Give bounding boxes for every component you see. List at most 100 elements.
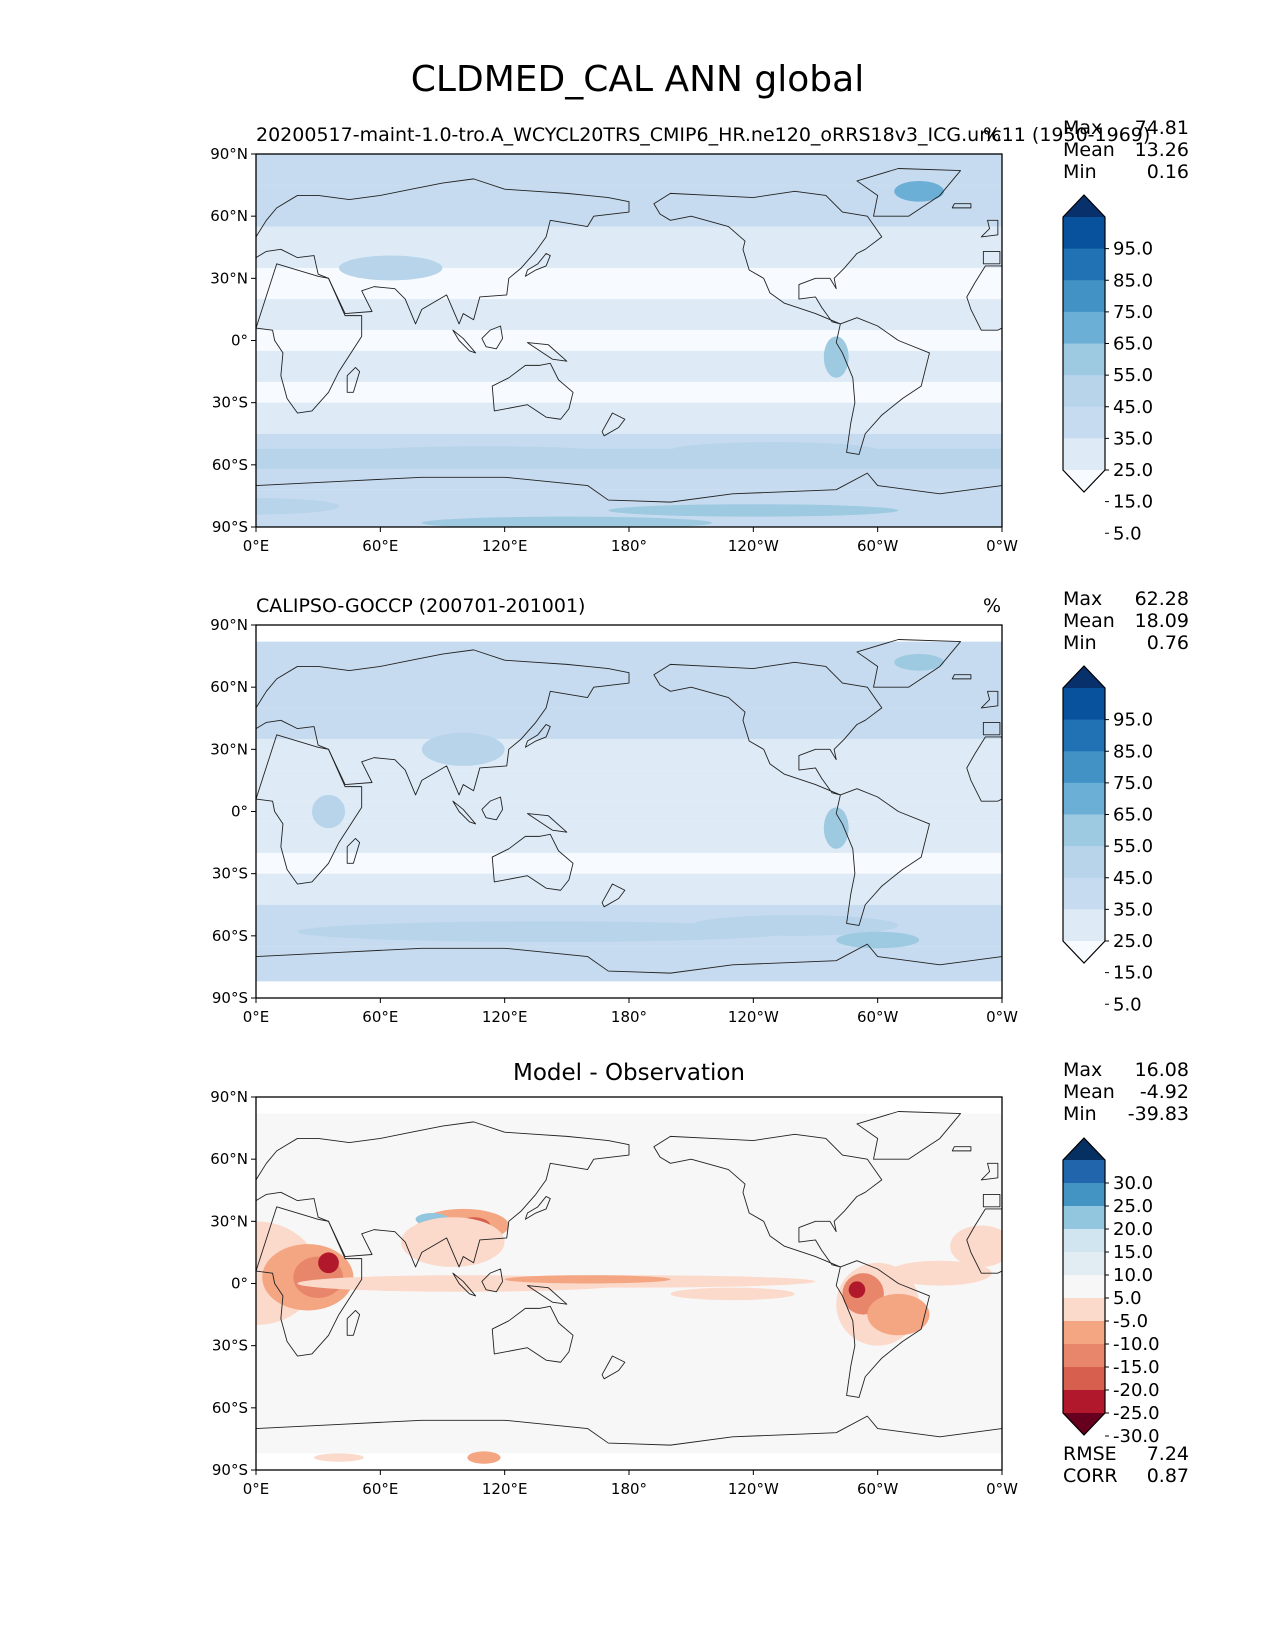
lat-tick-label: 0° bbox=[231, 803, 248, 821]
lat-tick-label: 30°S bbox=[212, 1337, 248, 1355]
lon-tick-label: 0°E bbox=[243, 1480, 270, 1498]
contour-feature bbox=[338, 446, 629, 463]
colorbar-label: 15.0 bbox=[1113, 1242, 1153, 1263]
contour-band bbox=[256, 852, 1002, 874]
diff-stats: Max 16.08 Mean -4.92 Min -39.83 bbox=[1063, 1059, 1189, 1125]
lon-tick-label: 60°E bbox=[362, 1480, 398, 1498]
coastline bbox=[481, 1268, 504, 1293]
contour-band bbox=[256, 350, 1002, 382]
coastlines bbox=[256, 168, 1002, 527]
model-units-label: % bbox=[983, 124, 1002, 146]
obs-units-label: % bbox=[983, 595, 1002, 617]
contour-feature bbox=[848, 1281, 866, 1299]
coastline bbox=[601, 883, 626, 908]
colorbar-extension-bottom bbox=[1063, 941, 1105, 963]
colorbar-extension-top bbox=[1063, 1138, 1105, 1160]
diff-metric-rmse: RMSE 7.24 bbox=[1063, 1443, 1189, 1465]
model-stat-max: Max 74.81 bbox=[1063, 117, 1189, 139]
lon-tick-label: 120°E bbox=[482, 537, 528, 555]
lon-tick-label: 60°E bbox=[362, 1008, 398, 1026]
lon-tick-label: 60°E bbox=[362, 537, 398, 555]
coastline bbox=[256, 472, 1002, 527]
lat-tick-label: 30°N bbox=[210, 740, 248, 758]
coastline bbox=[256, 263, 363, 414]
obs-stat-max: Max 62.28 bbox=[1063, 588, 1189, 610]
diff-metric-corr: CORR 0.87 bbox=[1063, 1465, 1189, 1487]
lat-tick-label: 60°S bbox=[212, 456, 248, 474]
contour-band bbox=[256, 801, 1002, 822]
coastline bbox=[452, 1272, 477, 1297]
lat-tick-label: 90°N bbox=[210, 145, 248, 163]
colorbar-label: 95.0 bbox=[1113, 710, 1153, 731]
contour-band bbox=[256, 154, 1002, 186]
coastline bbox=[491, 1305, 574, 1363]
lon-tick-label: 0°W bbox=[986, 537, 1018, 555]
colorbar-extension-top bbox=[1063, 195, 1105, 217]
lat-tick-label: 60°N bbox=[210, 678, 248, 696]
colorbar-segment bbox=[1063, 1229, 1105, 1253]
lat-tick-label: 30°S bbox=[212, 865, 248, 883]
contour-feature bbox=[894, 180, 944, 202]
contour-band bbox=[256, 770, 1002, 802]
colorbar-label: 20.0 bbox=[1113, 1219, 1153, 1240]
missing-data-north bbox=[256, 625, 1002, 642]
lon-tick-label: 120°E bbox=[482, 1008, 528, 1026]
contour-feature bbox=[311, 794, 346, 829]
contour-feature bbox=[318, 1252, 339, 1274]
colorbar-label: 5.0 bbox=[1113, 1288, 1142, 1309]
diff-panel: Model - Observation Max 16.08 Mean -4.92 M… bbox=[0, 0, 1275, 1487]
colorbar-extension-bottom bbox=[1063, 1413, 1105, 1435]
lon-tick-label: 120°W bbox=[728, 1008, 779, 1026]
coastline bbox=[346, 837, 361, 864]
model-stat-min: Min 0.16 bbox=[1063, 161, 1189, 183]
lat-tick-label: 60°S bbox=[212, 1399, 248, 1417]
colorbar-label: 25.0 bbox=[1113, 931, 1153, 952]
colorbar-segment bbox=[1063, 1183, 1105, 1207]
coastline bbox=[256, 1415, 1002, 1470]
contour-feature bbox=[670, 1287, 795, 1301]
obs-panel-title: CALIPSO-GOCCP (200701-201001) bbox=[256, 595, 586, 617]
coastline bbox=[835, 1260, 930, 1398]
colorbar-segment bbox=[1063, 1298, 1105, 1322]
colorbar-label: 35.0 bbox=[1113, 428, 1153, 449]
lon-tick-label: 120°W bbox=[728, 1480, 779, 1498]
contour-band bbox=[256, 381, 1002, 403]
coastline bbox=[982, 1193, 1001, 1208]
coastline bbox=[653, 190, 883, 325]
diff-metrics: RMSE 7.24 CORR 0.87 bbox=[1063, 1443, 1189, 1487]
model-stats: Max 74.81 Mean 13.26 Min 0.16 bbox=[1063, 117, 1189, 183]
lat-tick-label: 90°S bbox=[212, 989, 248, 1007]
lon-tick-label: 60°W bbox=[857, 537, 899, 555]
coastline bbox=[951, 203, 972, 209]
contour-feature bbox=[608, 504, 899, 517]
diff-panel-title: Model - Observation bbox=[512, 1060, 746, 1086]
contour-band bbox=[256, 299, 1002, 331]
contour-band bbox=[256, 821, 1002, 853]
colorbar-label: 15.0 bbox=[1113, 492, 1153, 513]
colorbar-segment bbox=[1063, 1321, 1105, 1345]
colorbar-1: 95.0 85.0 75.0 65.0 55.0 45.0 35.0 25.0 15.0 5.0 bbox=[1062, 665, 1153, 1015]
coastlines bbox=[256, 639, 1002, 998]
contour-feature bbox=[867, 1293, 930, 1336]
lat-tick-label: 90°N bbox=[210, 616, 248, 634]
colorbar-label: -10.0 bbox=[1113, 1334, 1160, 1355]
contour-feature bbox=[256, 497, 339, 515]
colorbar-segment bbox=[1063, 248, 1105, 281]
coastline bbox=[527, 813, 568, 833]
obs-stats: Max 62.28 Mean 18.09 Min 0.76 bbox=[1063, 588, 1189, 654]
colorbar-segment bbox=[1063, 877, 1105, 910]
lat-tick-label: 0° bbox=[231, 332, 248, 350]
coastline bbox=[491, 833, 574, 891]
contour-feature bbox=[297, 921, 795, 943]
colorbar-label: -15.0 bbox=[1113, 1357, 1160, 1378]
colorbar-label: 75.0 bbox=[1113, 302, 1153, 323]
colorbar-segment bbox=[1063, 1275, 1105, 1299]
coastline bbox=[601, 1355, 626, 1380]
colorbar-label: -30.0 bbox=[1113, 1426, 1160, 1447]
lon-tick-label: 0°W bbox=[986, 1008, 1018, 1026]
colorbar-label: 65.0 bbox=[1113, 334, 1153, 355]
lat-tick-label: 90°S bbox=[212, 518, 248, 536]
coastline bbox=[951, 1146, 972, 1152]
colorbar-segment bbox=[1063, 719, 1105, 752]
map-panel-0: 90°N 60°N 30°N 0° 30°S 60°S 90°S0°E 60°E 120°E 18… bbox=[210, 145, 1018, 555]
